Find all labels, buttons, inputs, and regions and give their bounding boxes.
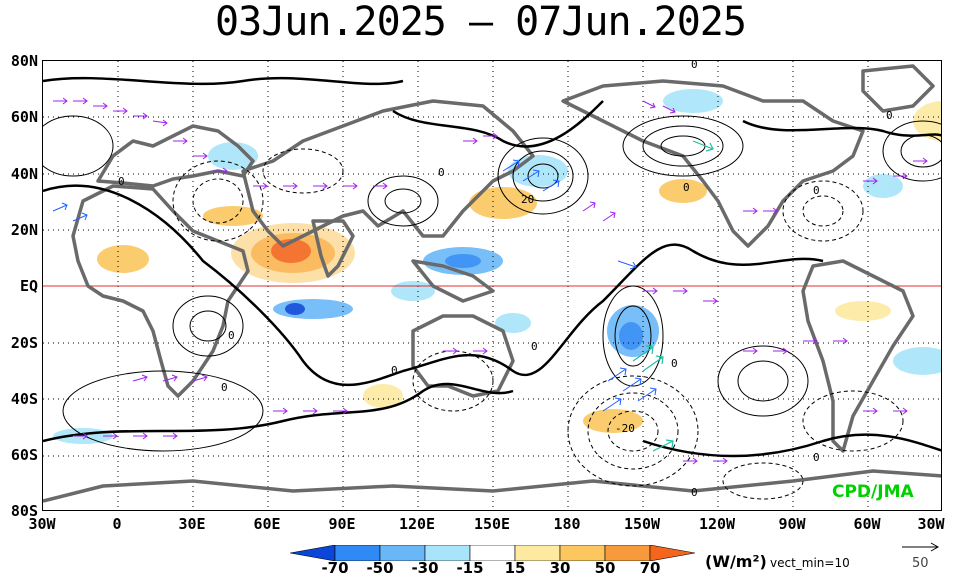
contour-labels: 0 0 0 0 0 0 0 0 0 0 20 -20 0 0 0 [118, 61, 893, 499]
lon-label-150e: 150E [473, 515, 511, 533]
contour-label: 0 [391, 364, 398, 377]
map-title: 03Jun.2025 – 07Jun.2025 [215, 0, 747, 45]
contour-label-zero-s: 0 [671, 357, 678, 370]
lon-label-120e: 120E [398, 515, 436, 533]
anomaly-shading [53, 89, 941, 444]
lat-label-60n: 60N [10, 108, 38, 126]
contour-label: 0 [118, 175, 125, 188]
contour-label: 20 [521, 193, 534, 206]
reference-vector-arrow-icon [902, 542, 940, 552]
colorbar-segment-9 [649, 545, 696, 561]
lat-label-40n: 40N [10, 165, 38, 183]
colorbar-tick: 70 [639, 559, 661, 577]
contour-label: 0 [438, 166, 445, 179]
lat-label-eq: EQ [19, 277, 38, 295]
flux-vectors-strong [52, 159, 657, 412]
lon-label-60w: 60W [853, 515, 881, 533]
credit-label: CPD/JMA [832, 482, 914, 502]
lat-label-40s: 40S [10, 390, 38, 408]
contour-label: -20 [615, 422, 635, 435]
colorbar-tick: -70 [321, 559, 349, 577]
vector-min-label: vect_min=10 [770, 556, 850, 570]
lat-label-80n: 80N [10, 52, 38, 70]
colorbar-tick: 30 [549, 559, 571, 577]
colorbar-units: (W/m²) [705, 552, 767, 571]
streamfunction-contours [43, 76, 941, 500]
lon-label-120w: 120W [698, 515, 736, 533]
lat-label-20n: 20N [10, 221, 38, 239]
lon-label-30w: 30W [28, 515, 56, 533]
lon-label-90e: 90E [328, 515, 356, 533]
lat-label-20s: 20S [10, 334, 38, 352]
colorbar-tick: -50 [366, 559, 394, 577]
colorbar [290, 545, 696, 561]
contour-label: 0 [531, 340, 538, 353]
map-canvas: 0 0 0 0 0 0 0 0 0 0 20 -20 0 0 0 [43, 61, 941, 510]
lon-label-90w: 90W [778, 515, 806, 533]
colorbar-tick: 15 [504, 559, 526, 577]
map-panel: 0 0 0 0 0 0 0 0 0 0 20 -20 0 0 0 [42, 60, 942, 511]
contour-label: 0 [228, 329, 235, 342]
lat-label-60s: 60S [10, 446, 38, 464]
lon-label-30e: 30E [178, 515, 206, 533]
contour-label: 0 [691, 61, 698, 71]
lon-label-180: 180 [553, 515, 581, 533]
colorbar-tick: -15 [456, 559, 484, 577]
contour-label: 0 [813, 184, 820, 197]
contour-label: 0 [221, 381, 228, 394]
contour-label-zero-se: 0 [691, 486, 698, 499]
lon-label-0: 0 [112, 515, 122, 533]
lon-label-150w: 150W [623, 515, 661, 533]
colorbar-tick: 50 [594, 559, 616, 577]
reference-vector-value: 50 [912, 556, 929, 571]
contour-label: 0 [886, 109, 893, 122]
flux-vectors [53, 97, 928, 465]
lat-label-80s: 80S [10, 502, 38, 520]
lon-label-60e: 60E [253, 515, 281, 533]
lon-label-30w-east: 30W [917, 515, 945, 533]
flux-vectors-strongest [632, 140, 714, 452]
colorbar-tick: -30 [411, 559, 439, 577]
contour-label: 0 [683, 181, 690, 194]
contour-label-zero-se2: 0 [813, 451, 820, 464]
